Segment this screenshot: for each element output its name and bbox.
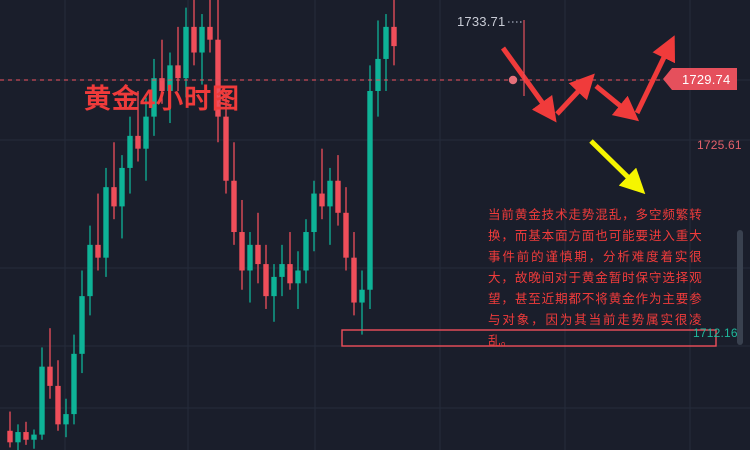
analysis-note-text: 当前黄金技术走势混乱，多空频繁转换，而基本面方面也可能要进入重大事件前的谨慎期，… [488, 208, 702, 348]
price-level-lines [0, 75, 680, 85]
forecast-arrow-3 [594, 84, 640, 122]
vertical-scrollbar-thumb[interactable] [737, 230, 743, 345]
high-price-label: 1733.71 [457, 14, 506, 29]
mid-price-level-label: 1725.61 [697, 138, 742, 152]
forecast-arrow-1 [500, 46, 557, 123]
current-price-tag[interactable]: 1729.74 [662, 68, 738, 90]
candlestick-series [7, 0, 397, 450]
forecast-arrows-group [500, 35, 676, 195]
vertical-scrollbar[interactable] [737, 0, 743, 450]
high-marker-leader [508, 20, 525, 96]
forecast-arrow-2 [555, 73, 595, 116]
bearish-target-arrow [589, 139, 646, 195]
low-price-level-label: 1712.16 [693, 326, 738, 340]
page-title: 黄金4小时图 [84, 84, 241, 114]
